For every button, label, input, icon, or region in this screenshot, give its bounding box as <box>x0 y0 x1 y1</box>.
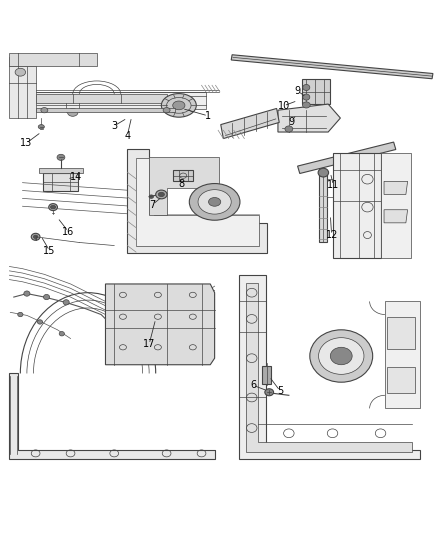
Polygon shape <box>39 168 83 173</box>
Polygon shape <box>149 157 219 215</box>
Ellipse shape <box>265 389 274 395</box>
Polygon shape <box>231 55 433 79</box>
Ellipse shape <box>198 190 231 214</box>
Text: 15: 15 <box>43 246 56 256</box>
Ellipse shape <box>18 312 23 317</box>
Polygon shape <box>106 284 215 365</box>
Ellipse shape <box>302 102 310 108</box>
Polygon shape <box>387 367 415 393</box>
Polygon shape <box>43 173 78 191</box>
Ellipse shape <box>59 332 64 336</box>
Ellipse shape <box>63 300 69 305</box>
Polygon shape <box>384 210 408 223</box>
Ellipse shape <box>38 125 44 129</box>
Polygon shape <box>387 317 415 350</box>
Ellipse shape <box>33 235 38 239</box>
Text: 12: 12 <box>325 230 338 240</box>
Ellipse shape <box>24 291 30 296</box>
Text: 11: 11 <box>327 180 339 190</box>
Polygon shape <box>302 79 330 104</box>
Text: 5: 5 <box>277 386 283 396</box>
Text: 1: 1 <box>205 111 211 121</box>
Text: 10: 10 <box>278 101 290 111</box>
Text: 4: 4 <box>124 131 131 141</box>
Polygon shape <box>385 302 420 408</box>
Polygon shape <box>136 158 259 246</box>
Text: 9: 9 <box>294 86 300 96</box>
Text: 14: 14 <box>70 172 82 182</box>
Polygon shape <box>35 108 175 112</box>
Polygon shape <box>10 374 215 458</box>
Text: 7: 7 <box>149 199 156 209</box>
Polygon shape <box>18 92 206 109</box>
Ellipse shape <box>49 204 57 211</box>
Polygon shape <box>173 169 193 181</box>
Text: 3: 3 <box>111 121 117 131</box>
Polygon shape <box>127 149 267 253</box>
Ellipse shape <box>318 338 364 374</box>
Ellipse shape <box>50 205 56 209</box>
Polygon shape <box>381 153 411 258</box>
Ellipse shape <box>15 68 25 76</box>
Polygon shape <box>239 275 420 458</box>
Ellipse shape <box>318 168 328 177</box>
Ellipse shape <box>285 126 293 132</box>
Ellipse shape <box>303 94 310 100</box>
Ellipse shape <box>43 294 49 300</box>
Ellipse shape <box>57 154 65 160</box>
Ellipse shape <box>67 108 78 116</box>
Ellipse shape <box>303 84 310 91</box>
Polygon shape <box>10 53 97 66</box>
Ellipse shape <box>173 101 185 110</box>
Ellipse shape <box>163 108 170 113</box>
Ellipse shape <box>158 192 164 197</box>
Ellipse shape <box>161 94 196 117</box>
Polygon shape <box>333 153 381 258</box>
Ellipse shape <box>208 198 221 206</box>
Polygon shape <box>278 104 340 132</box>
Text: 13: 13 <box>20 139 32 148</box>
Text: 8: 8 <box>179 179 185 189</box>
Text: 9: 9 <box>288 117 294 126</box>
Polygon shape <box>384 181 408 195</box>
Ellipse shape <box>189 183 240 220</box>
Polygon shape <box>319 171 327 243</box>
Ellipse shape <box>310 330 373 382</box>
Ellipse shape <box>31 233 40 240</box>
Text: 6: 6 <box>250 380 256 390</box>
Ellipse shape <box>37 320 42 324</box>
Polygon shape <box>262 366 272 384</box>
Polygon shape <box>10 57 35 118</box>
Text: 17: 17 <box>143 339 155 349</box>
Ellipse shape <box>330 348 352 365</box>
Polygon shape <box>221 108 279 139</box>
Ellipse shape <box>149 195 153 198</box>
Ellipse shape <box>41 108 48 113</box>
Ellipse shape <box>155 190 167 199</box>
Polygon shape <box>246 283 412 452</box>
Polygon shape <box>297 142 396 174</box>
Polygon shape <box>35 94 166 103</box>
Text: 16: 16 <box>62 227 74 237</box>
